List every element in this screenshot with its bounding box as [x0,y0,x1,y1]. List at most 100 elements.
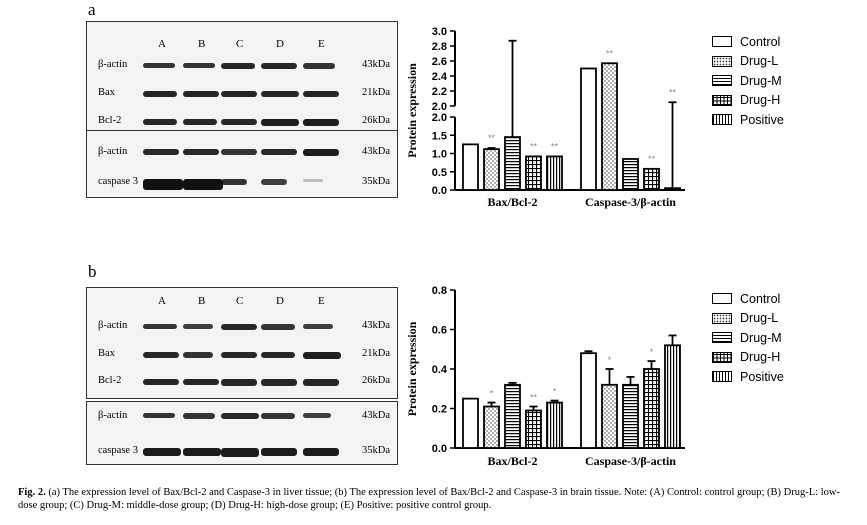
protein-band [261,352,295,358]
band-name-label: β-actin [98,320,128,331]
kda-label: 26kDa [362,375,390,386]
bar [664,187,681,191]
band-name-label: caspase 3 [98,176,138,187]
protein-band [303,413,331,418]
protein-band [143,352,179,358]
lane-label: C [236,295,244,307]
protein-band [303,448,339,456]
protein-band [261,149,297,155]
y-tick-label: 0.8 [432,285,447,297]
category-label: Bax/Bcl-2 [488,195,538,209]
protein-band [221,379,257,386]
y-tick-label: 0.0 [432,185,447,197]
protein-band [221,448,259,457]
band-name-label: β-actin [98,146,128,157]
legend-item: Control [712,289,784,309]
legend-swatch [712,114,732,126]
protein-band [303,179,323,182]
y-tick-label: 2.0 [432,101,447,113]
protein-band [183,324,213,329]
significance-mark: ** [530,393,538,403]
bar [483,405,500,449]
bar [525,155,542,191]
lane-label: B [198,38,206,50]
legend-item: Drug-H [712,348,784,368]
legend-item: Positive [712,367,784,387]
legend-item: Drug-M [712,328,784,348]
y-tick-label: 1.5 [432,130,447,142]
kda-label: 21kDa [362,348,390,359]
protein-band [183,352,213,358]
legend-label: Control [740,291,781,306]
bar [622,383,639,449]
legend-label: Drug-L [740,54,779,69]
bar [601,383,618,449]
protein-band [221,91,257,97]
blot-a-lower [86,130,398,198]
y-tick-label: 0.4 [432,364,448,376]
y-axis-label: Protein expression [405,63,419,158]
band-name-label: Bax [98,348,115,359]
lane-label: C [236,38,244,50]
lane-label: B [198,295,206,307]
legend-swatch [712,75,732,87]
kda-label: 21kDa [362,87,390,98]
protein-band [183,63,215,68]
legend-item: Drug-M [712,71,784,91]
legend-a: Control Drug-L Drug-M Drug-H Positive [712,32,784,130]
protein-band [143,149,179,155]
kda-label: 43kDa [362,320,390,331]
bar [462,143,479,191]
y-tick-label: 0.2 [432,404,447,416]
legend-swatch [712,55,732,67]
protein-band [143,379,179,385]
band-name-label: β-actin [98,410,128,421]
y-tick-label: 0.0 [432,443,447,455]
y-tick-label: 2.0 [432,112,447,124]
y-axis-label: Protein expression [405,321,419,416]
bar [643,368,660,449]
band-name-label: caspase 3 [98,445,138,456]
protein-band [183,448,221,456]
bar [643,167,660,191]
y-tick-label: 0.5 [432,167,447,179]
bar [504,383,521,449]
protein-band [221,149,257,155]
legend-item: Control [712,32,784,52]
legend-label: Control [740,34,781,49]
protein-band [143,179,183,190]
lane-label: E [318,38,325,50]
lane-label: D [276,295,284,307]
protein-band [183,379,219,385]
significance-mark: * [608,355,612,365]
protein-band [261,91,299,97]
bar [504,136,521,191]
protein-band [143,324,177,329]
legend-swatch [712,312,732,324]
lane-label: D [276,38,284,50]
legend-swatch [712,332,732,344]
protein-band [183,91,219,97]
lane-label: E [318,295,325,307]
figure-caption: Fig. 2. (a) The expression level of Bax/… [18,486,858,512]
significance-mark: ** [530,141,538,151]
protein-band [143,63,175,68]
bar-chart-a: 0.0 0.5 1.0 1.5 2.02.0 2.2 2.4 2.6 2.8 3.0 Protein… [405,26,685,209]
protein-band [303,352,341,359]
significance-mark: * [490,389,494,399]
protein-band [221,324,257,330]
band-name-label: β-actin [98,59,128,70]
legend-label: Positive [740,369,784,384]
y-tick-label: 2.2 [432,86,447,98]
y-tick-label: 2.4 [432,71,448,83]
legend-label: Drug-L [740,311,779,326]
kda-label: 43kDa [362,146,390,157]
lane-label: A [158,295,166,307]
protein-band [303,379,339,386]
blot-a-upper [86,21,398,132]
protein-band [261,179,287,185]
bar [580,352,597,449]
legend-swatch [712,36,732,48]
protein-band [143,448,181,456]
